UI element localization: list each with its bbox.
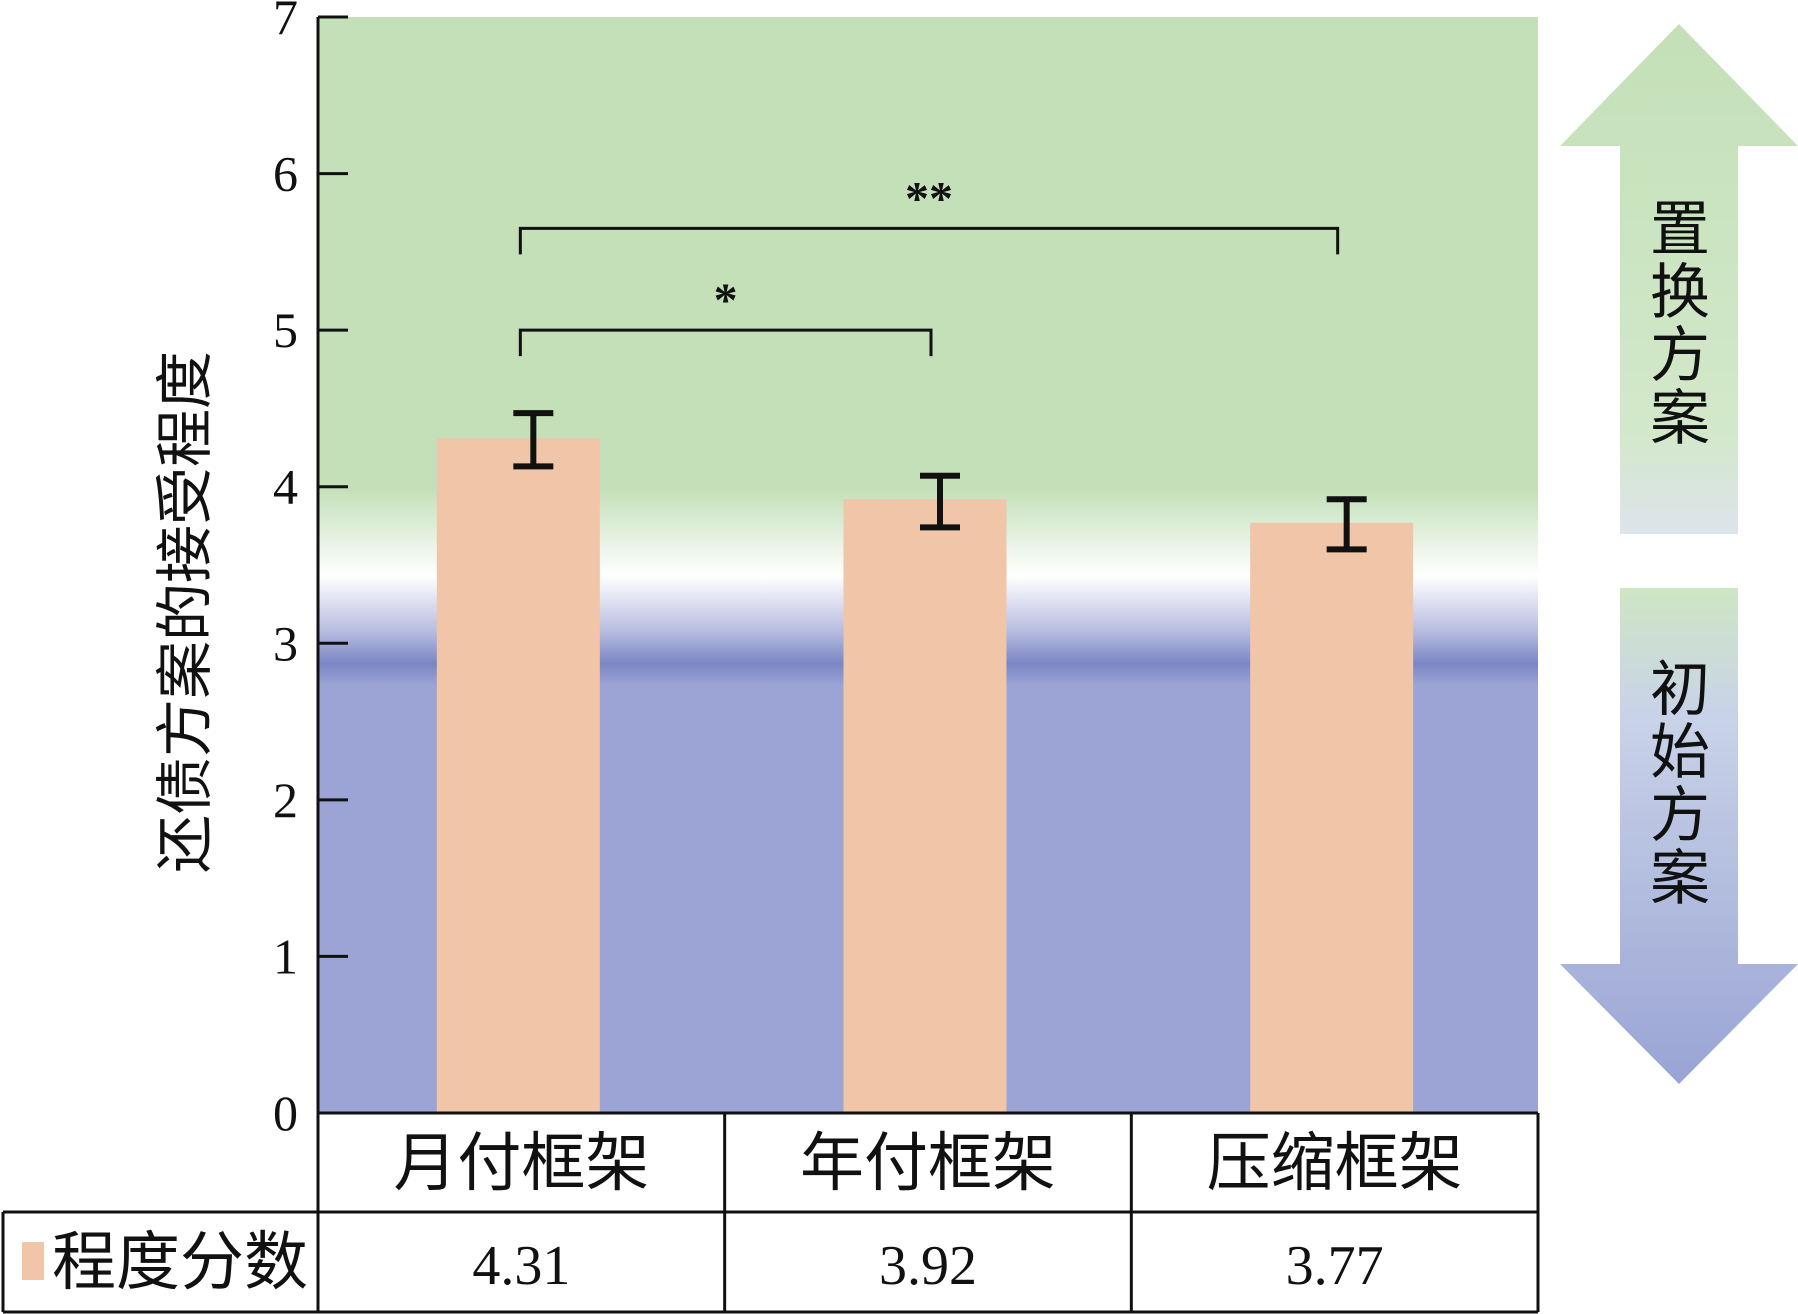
lower-label-char-4: 案 xyxy=(1650,846,1710,912)
y-tick-label-2: 2 xyxy=(273,772,298,828)
significance-bracket-1 xyxy=(518,328,933,357)
legend-swatch xyxy=(22,1242,44,1280)
bars-group xyxy=(436,438,1414,1114)
error-bars-group xyxy=(513,410,1367,553)
y-tick-label-0: 0 xyxy=(273,1085,298,1141)
y-tick-label-5: 5 xyxy=(273,302,298,358)
significance-group: *** xyxy=(518,172,1340,357)
lower-label-char-1: 初 xyxy=(1650,657,1710,723)
value-label-3: 3.77 xyxy=(1286,1235,1384,1297)
value-label-2: 3.92 xyxy=(879,1235,977,1297)
significance-bracket-2 xyxy=(518,226,1340,255)
y-axis: 0 1 2 3 4 5 6 7 xyxy=(273,0,348,1141)
down-arrow-icon xyxy=(1560,588,1798,1084)
category-label-2: 年付框架 xyxy=(800,1128,1056,1199)
y-axis-label: 还债方案的接受程度 xyxy=(153,351,218,873)
value-label-1: 4.31 xyxy=(472,1235,570,1297)
significance-label-2: ** xyxy=(905,172,953,225)
category-label-1: 月付框架 xyxy=(393,1128,649,1199)
bar-3 xyxy=(1250,522,1414,1113)
bar-2 xyxy=(843,499,1007,1113)
y-tick-label-3: 3 xyxy=(273,615,298,671)
lower-label-char-2: 始 xyxy=(1650,720,1710,786)
y-tick-label-6: 6 xyxy=(273,146,298,202)
significance-label-1: * xyxy=(714,274,738,327)
data-table: 月付框架 年付框架 压缩框架 4.31 3.92 3.77 程度分数 xyxy=(1,1111,1540,1314)
bar-1 xyxy=(436,438,600,1114)
upper-label-char-3: 方 xyxy=(1650,323,1710,389)
category-label-3: 压缩框架 xyxy=(1207,1128,1463,1199)
table-row-label: 程度分数 xyxy=(52,1227,308,1298)
y-tick-label-7: 7 xyxy=(273,0,298,45)
y-tick-label-4: 4 xyxy=(273,459,298,515)
lower-label-char-3: 方 xyxy=(1650,783,1710,849)
y-tick-label-1: 1 xyxy=(273,928,298,984)
upper-label-char-1: 置 xyxy=(1650,197,1710,263)
upper-label-char-2: 换 xyxy=(1650,260,1710,326)
upper-label-char-4: 案 xyxy=(1650,386,1710,452)
up-arrow-icon xyxy=(1560,24,1798,534)
